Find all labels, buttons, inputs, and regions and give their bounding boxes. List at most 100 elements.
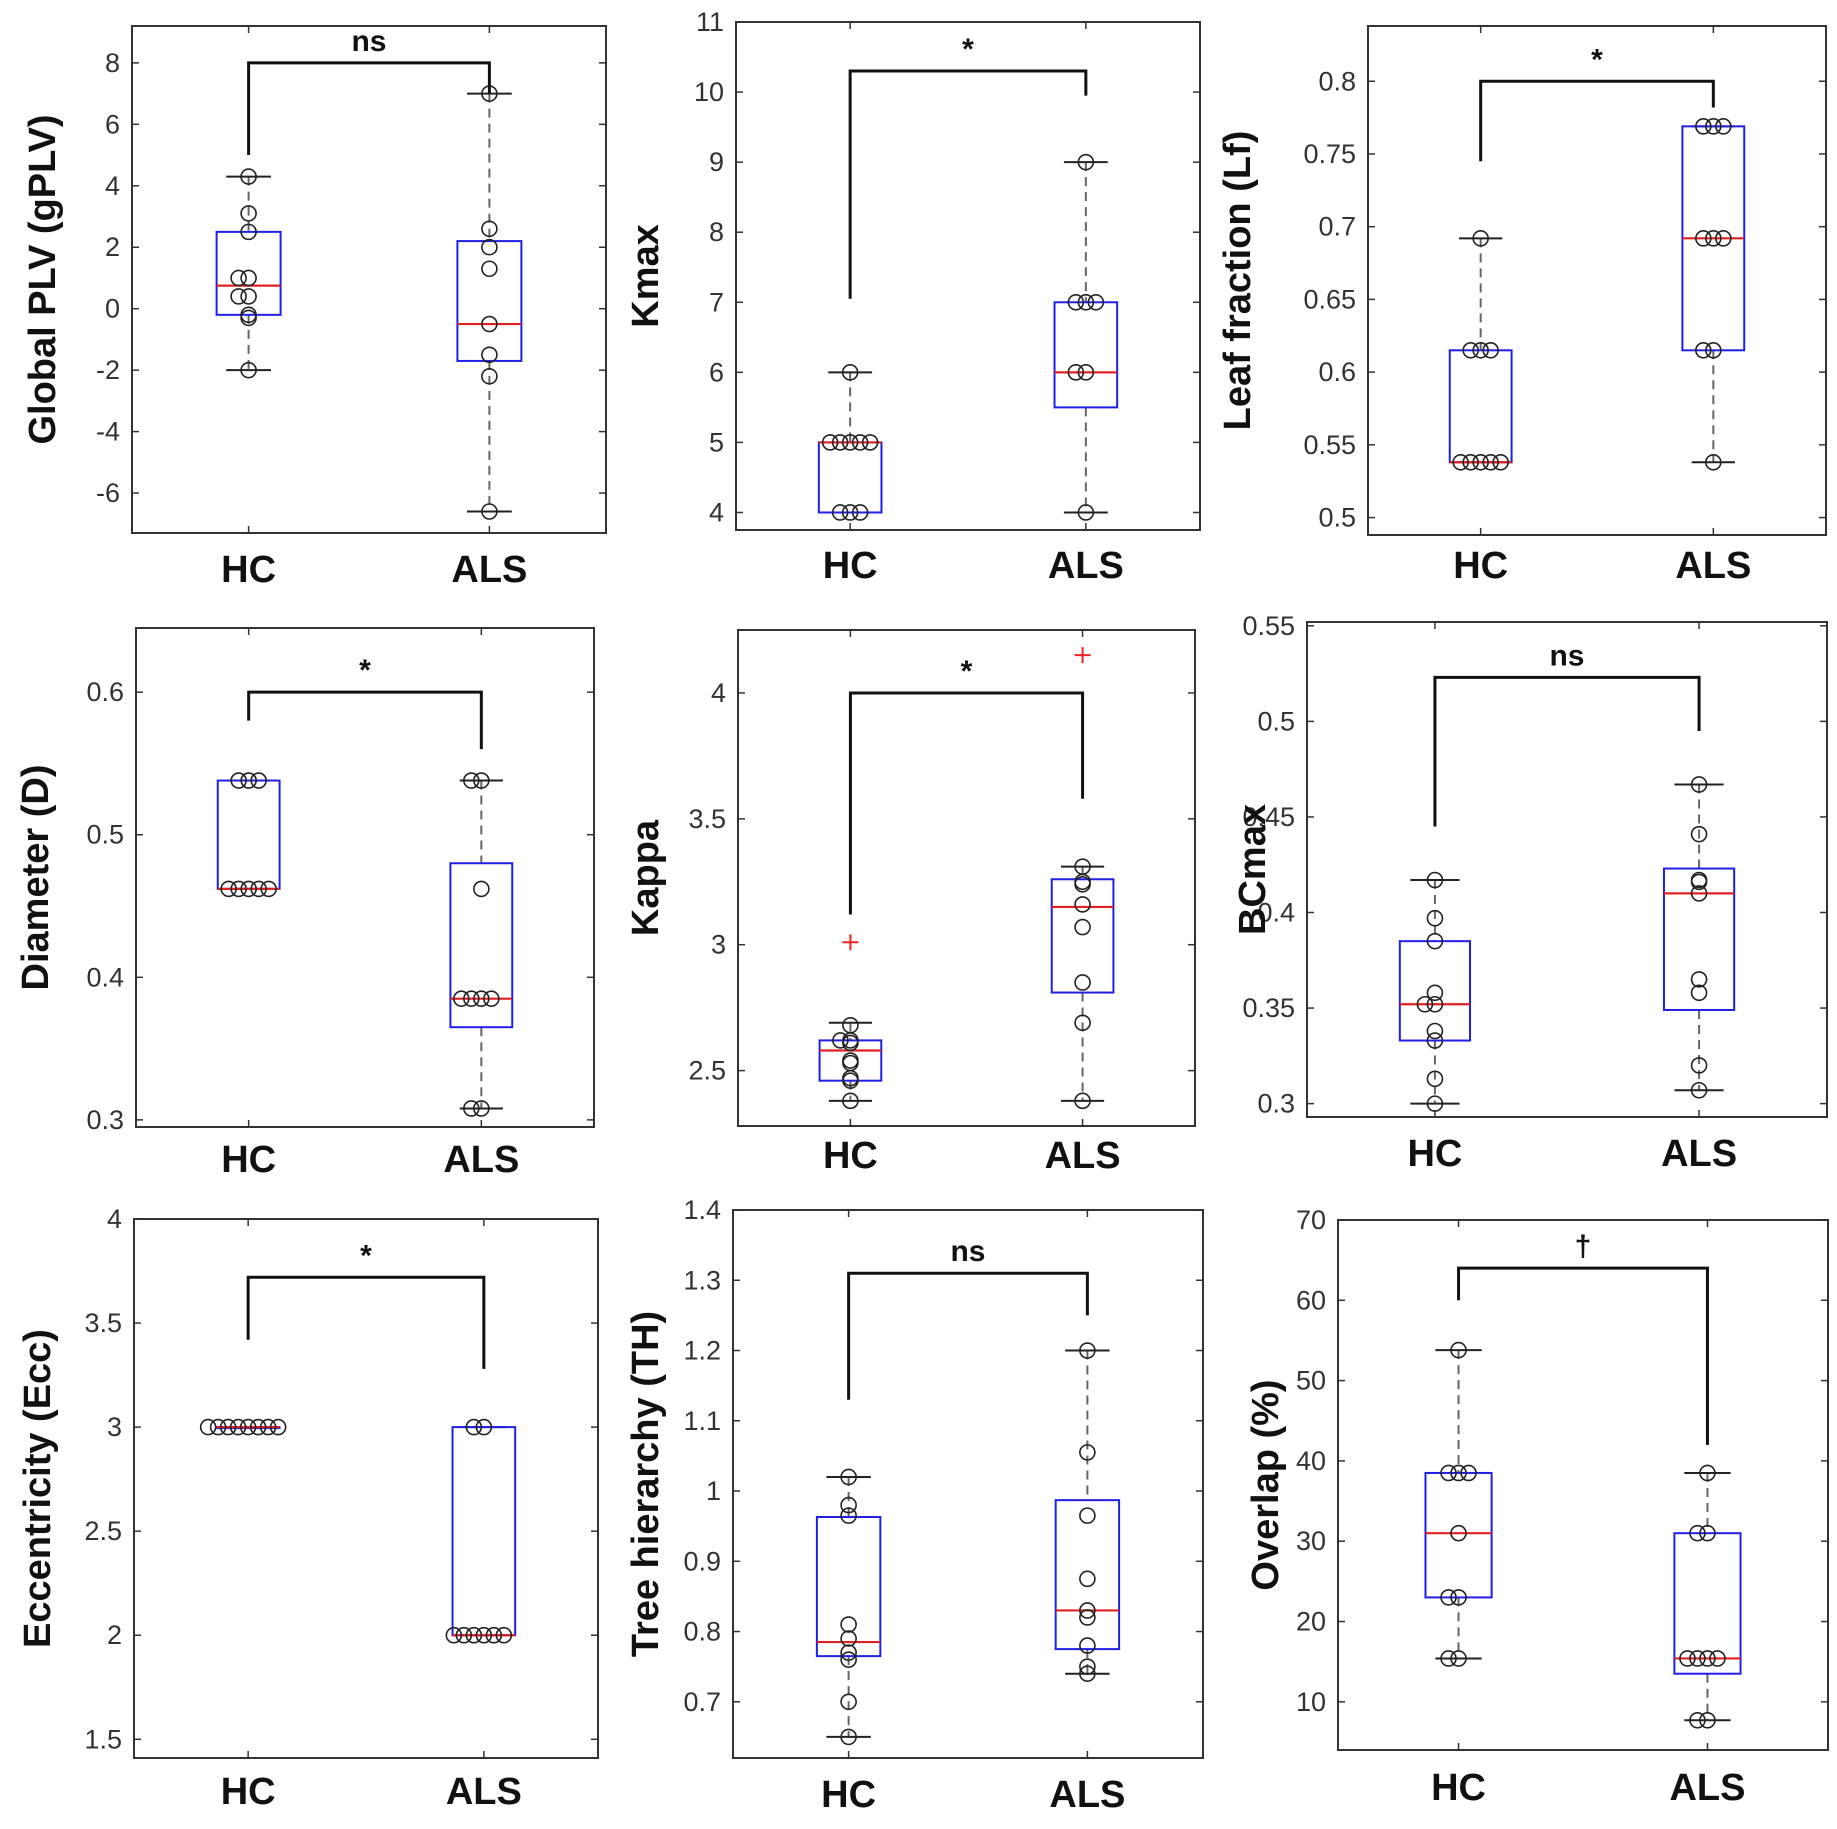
data-point bbox=[250, 880, 267, 898]
data-point bbox=[1462, 342, 1479, 359]
iqr-box bbox=[216, 779, 281, 890]
data-point bbox=[1695, 342, 1712, 359]
data-point bbox=[1699, 1711, 1716, 1729]
data-point bbox=[841, 504, 859, 521]
y-tick-label: 2 bbox=[107, 1620, 122, 1650]
data-point bbox=[240, 269, 257, 287]
y-tick-label: -2 bbox=[96, 355, 120, 385]
data-point bbox=[1079, 1602, 1096, 1619]
data-point bbox=[1067, 293, 1085, 311]
box-hc bbox=[815, 1468, 882, 1746]
group-label-hc: HC bbox=[1407, 1133, 1462, 1175]
box-hc bbox=[199, 1418, 287, 1436]
data-point bbox=[230, 288, 247, 305]
y-tick-label: 0.9 bbox=[683, 1546, 721, 1576]
data-point bbox=[220, 880, 237, 898]
data-point bbox=[240, 288, 257, 305]
y-tick-label: 40 bbox=[1296, 1446, 1326, 1476]
data-point bbox=[239, 1418, 257, 1436]
data-point bbox=[1426, 871, 1444, 889]
data-point bbox=[1426, 1095, 1444, 1112]
significance-label: * bbox=[359, 654, 371, 687]
box-hc bbox=[1398, 871, 1472, 1112]
group-label-hc: HC bbox=[1431, 1767, 1486, 1809]
y-tick-label: 0 bbox=[105, 294, 120, 324]
data-point bbox=[229, 1418, 247, 1436]
iqr-box bbox=[1424, 1471, 1493, 1599]
group-label-hc: HC bbox=[823, 1135, 878, 1177]
data-point bbox=[851, 504, 869, 521]
group-label-hc: HC bbox=[221, 1771, 276, 1813]
data-point bbox=[840, 1693, 857, 1711]
y-tick-label: 1.4 bbox=[683, 1195, 721, 1225]
y-tick-label: 4 bbox=[711, 678, 726, 708]
y-tick-label: 6 bbox=[105, 109, 120, 139]
data-point bbox=[240, 309, 257, 327]
significance-label: * bbox=[360, 1239, 372, 1272]
panel-1: -6 -4 -2 0 2 4 6 8 HC ALS Global PLV (gPLV) ns bbox=[22, 25, 607, 591]
data-point bbox=[1472, 230, 1489, 247]
data-point bbox=[1079, 1609, 1096, 1626]
data-point bbox=[1460, 1464, 1477, 1482]
panel-6: 0.3 0.35 0.4 0.45 0.5 0.55 HC ALS BCmax ns bbox=[1232, 611, 1828, 1175]
data-point bbox=[463, 1100, 480, 1117]
data-point bbox=[1482, 453, 1499, 471]
data-point bbox=[473, 772, 490, 789]
axes-frame bbox=[1306, 621, 1828, 1118]
significance-bracket bbox=[847, 1271, 1089, 1400]
data-point bbox=[475, 1626, 493, 1644]
data-point bbox=[1074, 896, 1091, 913]
data-point bbox=[240, 361, 257, 379]
data-point bbox=[1690, 825, 1708, 843]
data-point bbox=[481, 346, 498, 364]
data-point bbox=[1087, 293, 1105, 311]
box-als bbox=[1053, 153, 1119, 521]
iqr-box bbox=[818, 1039, 883, 1082]
data-point bbox=[832, 1032, 849, 1049]
iqr-box bbox=[1050, 878, 1115, 994]
y-axis-label: Diameter (D) bbox=[15, 765, 57, 991]
data-point bbox=[1079, 1570, 1096, 1588]
data-point bbox=[831, 434, 849, 451]
data-point bbox=[249, 1418, 267, 1436]
significance-label: * bbox=[962, 33, 974, 66]
data-point bbox=[1077, 153, 1095, 171]
data-point bbox=[1695, 118, 1712, 135]
y-tick-label: 0.75 bbox=[1303, 139, 1356, 169]
data-point bbox=[1689, 1524, 1706, 1542]
data-point bbox=[840, 1630, 857, 1647]
data-point bbox=[481, 315, 498, 333]
y-tick-label: 0.4 bbox=[86, 962, 124, 992]
y-tick-label: 3.5 bbox=[688, 804, 726, 834]
data-point bbox=[483, 990, 500, 1007]
data-point bbox=[1079, 1665, 1096, 1682]
data-point bbox=[1709, 1650, 1726, 1667]
group-label-hc: HC bbox=[821, 1774, 876, 1816]
group-label-als: ALS bbox=[1048, 545, 1124, 587]
data-point bbox=[831, 504, 849, 521]
significance-label: ns bbox=[950, 1235, 985, 1268]
y-tick-label: 4 bbox=[107, 1204, 122, 1234]
data-point bbox=[840, 1651, 857, 1668]
data-point bbox=[240, 205, 257, 222]
significance-bracket bbox=[848, 69, 1088, 299]
box-hc bbox=[1448, 230, 1513, 471]
data-point bbox=[1067, 364, 1085, 381]
data-point bbox=[1074, 875, 1091, 893]
data-point bbox=[1440, 1464, 1457, 1482]
panel-4: 0.3 0.4 0.5 0.6 HC ALS Diameter (D) * bbox=[15, 627, 595, 1181]
axes-frame bbox=[737, 629, 1196, 1127]
data-point bbox=[1450, 1650, 1467, 1667]
axes-frame bbox=[133, 1218, 599, 1759]
iqr-box bbox=[815, 1516, 882, 1658]
y-tick-label: 6 bbox=[709, 357, 724, 387]
significance-bracket bbox=[848, 691, 1085, 915]
data-point bbox=[1450, 1589, 1467, 1606]
data-point bbox=[240, 168, 257, 185]
group-label-als: ALS bbox=[1049, 1774, 1125, 1816]
data-point bbox=[1077, 293, 1095, 311]
data-point bbox=[842, 1092, 859, 1110]
data-point bbox=[1695, 230, 1712, 247]
data-point bbox=[1074, 918, 1091, 936]
data-point bbox=[455, 1626, 473, 1644]
